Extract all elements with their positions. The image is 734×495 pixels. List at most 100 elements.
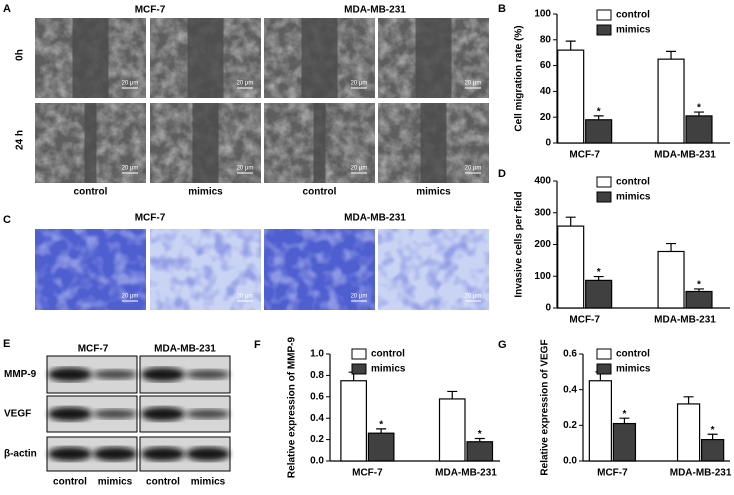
legend-swatch — [351, 348, 367, 360]
y-tick-label: 0.4 — [563, 384, 577, 395]
cell-texture — [35, 229, 146, 310]
error-bar — [474, 437, 485, 442]
row-label: 24 h — [15, 130, 26, 150]
blot-band — [186, 369, 230, 380]
column-label: control — [74, 187, 108, 198]
column-label: mimics — [416, 187, 451, 198]
group-label: MCF-7 — [78, 344, 109, 355]
column-label: mimics — [191, 477, 226, 488]
scale-bar-label: 20 μm — [465, 81, 482, 87]
error-bar — [447, 390, 458, 399]
legend-label: mimics — [616, 25, 651, 36]
blot-band — [186, 409, 230, 419]
blot-band — [141, 407, 185, 421]
scale-bar-label: 20 μm — [351, 166, 368, 172]
wound-gap — [72, 18, 109, 98]
y-tick-label: 100 — [534, 9, 551, 20]
scale-bar-label: 20 μm — [237, 166, 254, 172]
row-label: 0h — [15, 49, 26, 61]
bar — [657, 58, 685, 144]
cell-texture — [378, 229, 489, 310]
significance-mark: * — [697, 103, 701, 114]
bar — [685, 115, 713, 144]
bar — [438, 398, 466, 462]
error-bar — [593, 115, 604, 120]
error-bar — [565, 216, 576, 227]
y-axis-label: Cell migration rate (%) — [514, 25, 525, 131]
significance-mark: * — [622, 409, 626, 420]
bar — [557, 49, 585, 144]
wound-gap — [187, 18, 224, 98]
y-tick-label: 0.2 — [563, 420, 577, 431]
scale-bar-label: 20 μm — [237, 81, 254, 87]
panel-letter: B — [498, 3, 506, 15]
y-tick-label: 60 — [540, 60, 552, 71]
scale-bar-label: 20 μm — [122, 81, 139, 87]
scale-bar-label: 20 μm — [237, 294, 254, 300]
error-bar — [666, 50, 677, 60]
y-tick-label: 20 — [540, 112, 552, 123]
cell-texture — [150, 229, 261, 310]
panel-letter: F — [254, 339, 261, 351]
bar — [466, 441, 494, 462]
row-label: MMP-9 — [4, 369, 37, 380]
significance-mark: * — [711, 425, 715, 436]
error-bar — [619, 417, 630, 424]
y-tick-label: 0.8 — [310, 370, 324, 381]
scale-bar-label: 20 μm — [122, 166, 139, 172]
scale-bar-label: 20 μm — [351, 81, 368, 87]
y-axis-label: Relative expression of VEGF — [540, 339, 551, 475]
y-axis-label: Relative expression of MMP-9 — [287, 336, 298, 478]
bar — [612, 422, 637, 462]
legend-swatch — [596, 348, 612, 360]
y-tick-label: 0.4 — [310, 413, 324, 424]
scale-bar-label: 20 μm — [465, 166, 482, 172]
panel-letter: G — [498, 339, 507, 351]
scale-bar-label: 20 μm — [465, 294, 482, 300]
legend-label: control — [616, 349, 650, 360]
group-label: MCF-7 — [135, 5, 166, 16]
y-tick-label: 0.0 — [310, 456, 324, 467]
scale-bar-label: 20 μm — [122, 294, 139, 300]
blot-band — [141, 447, 185, 461]
wound-gap — [313, 103, 326, 183]
error-bar — [593, 275, 604, 281]
wound-gap — [415, 18, 452, 98]
bar — [676, 403, 701, 462]
bar — [588, 380, 612, 462]
legend-swatch — [596, 9, 612, 21]
legend-swatch — [351, 363, 367, 375]
y-tick-label: 80 — [540, 34, 552, 45]
x-tick-label: MCF-7 — [352, 468, 383, 479]
panel-letter: C — [3, 214, 11, 226]
blot-band — [141, 367, 185, 382]
legend-swatch — [596, 24, 612, 36]
error-bar — [666, 242, 677, 252]
blot-band — [186, 447, 230, 461]
legend-label: control — [616, 177, 650, 188]
wound-gap — [84, 103, 97, 183]
wound-gap — [192, 103, 219, 183]
y-tick-label: 0.6 — [563, 349, 577, 360]
row-label: β-actin — [4, 449, 37, 460]
legend-label: mimics — [616, 364, 651, 375]
y-axis-label: Invasive cells per field — [514, 191, 525, 297]
wound-gap — [420, 103, 447, 183]
column-label: control — [303, 187, 337, 198]
legend-swatch — [596, 363, 612, 375]
legend-label: control — [616, 10, 650, 21]
error-bar — [693, 288, 704, 292]
blot-band — [48, 407, 92, 421]
column-label: mimics — [188, 187, 223, 198]
legend-label: mimics — [616, 192, 651, 203]
panel-letter: D — [498, 168, 506, 180]
significance-mark: * — [478, 429, 482, 440]
y-tick-label: 400 — [534, 176, 551, 187]
error-bar — [707, 433, 718, 440]
blot-band — [48, 367, 92, 382]
row-label: VEGF — [4, 409, 31, 420]
cell-texture — [264, 229, 375, 310]
blot-band — [93, 447, 137, 461]
y-tick-label: 0.0 — [563, 456, 577, 467]
